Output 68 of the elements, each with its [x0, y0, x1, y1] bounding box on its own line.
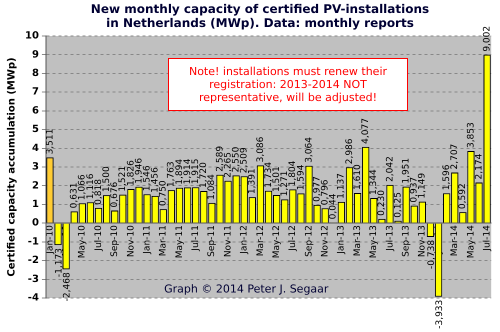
x-tick-label: Mar-14	[450, 224, 460, 256]
data-label: 1,596	[442, 164, 452, 190]
data-label: 2,986	[344, 138, 355, 164]
data-label: 1,149	[418, 172, 428, 199]
data-label: 1,594	[296, 164, 306, 190]
data-label: -0,738	[426, 240, 437, 269]
y-tick-label: 2	[32, 180, 39, 192]
x-tick-label: May-10	[78, 224, 88, 258]
x-tick-label: Jul-13	[385, 225, 396, 252]
x-tick-label: Sep-12	[304, 225, 314, 257]
y-tick-label: -1	[28, 236, 39, 248]
x-tick-label: May-11	[174, 225, 185, 258]
x-tick-label: Sep-13	[402, 225, 412, 257]
y-tick-label: 7	[32, 86, 39, 98]
y-tick-label: -3	[28, 274, 39, 285]
x-tick-label: Jan-12	[240, 225, 250, 255]
x-tick-label: Nov-11	[223, 225, 234, 258]
x-tick-label: May-13	[369, 225, 380, 258]
y-tick-label: 3	[32, 162, 39, 173]
data-label: 0,125	[393, 192, 404, 218]
data-label: 3,064	[304, 136, 314, 163]
chart-title: New monthly capacity of certified PV-installations in Netherlands (MWp). Data: monthly reports	[90, 2, 430, 30]
x-tick-label: Mar-11	[158, 225, 169, 256]
x-tick-label: Jul-12	[288, 225, 298, 252]
data-label: 9,002	[482, 26, 492, 52]
data-label: 1,084	[207, 174, 218, 200]
x-tick-label: Mar-12	[256, 225, 266, 256]
data-label: 3,086	[256, 136, 266, 162]
y-tick-label: 6	[32, 105, 39, 116]
x-tick-label: Mar-13	[352, 225, 363, 256]
y-tick-label: 8	[32, 68, 39, 80]
x-tick-label: May-12	[272, 225, 282, 258]
y-tick-label: 5	[32, 124, 39, 136]
x-tick-label: Nov-10	[126, 224, 136, 258]
data-label: 1,137	[336, 173, 347, 199]
x-tick-label: Jul-11	[191, 225, 202, 252]
y-tick-label: 0	[32, 218, 39, 229]
annotation: Graph © 2014 Peter J. Segaar	[164, 282, 329, 296]
x-tick-label: Nov-13	[418, 225, 428, 258]
note-box: Note! installations must renew their registration: 2013-2014 NOT representative, will be adjusted!	[168, 58, 408, 111]
y-tick-label: 4	[32, 142, 39, 154]
data-label: 2,174	[474, 153, 484, 180]
data-label: 0,592	[458, 183, 468, 210]
y-tick-label: -4	[28, 292, 39, 304]
data-label: 1,610	[352, 164, 363, 190]
data-label: 3,511	[45, 128, 56, 154]
data-label: -2,468	[62, 272, 72, 302]
x-tick-label: May-14	[466, 224, 476, 258]
x-tick-label: Sep-11	[207, 225, 218, 257]
y-tick-label: 10	[24, 30, 39, 42]
y-tick-label: 1	[32, 199, 39, 210]
x-tick-label: Jul-14	[482, 224, 492, 252]
data-label: 3,853	[466, 122, 476, 148]
data-label: 1,391	[248, 168, 258, 194]
data-label: 2,042	[385, 156, 396, 182]
x-tick-label: Jan-11	[142, 225, 152, 255]
data-label: 0,230	[377, 190, 388, 216]
y-tick-label: -2	[28, 255, 39, 266]
y-tick-label: 9	[32, 49, 39, 60]
x-tick-label: Jul-10	[94, 224, 104, 252]
y-axis-title: Certified capacity accumulation (MWp)	[6, 57, 18, 277]
x-tick-label: Nov-12	[320, 225, 331, 258]
data-label: -3,933	[434, 300, 445, 329]
data-label: 2,707	[450, 144, 460, 170]
x-tick-label: Jan-13	[336, 225, 347, 255]
data-label: 4,077	[361, 118, 372, 144]
data-label: 0,818	[94, 178, 104, 205]
x-tick-label: Sep-10	[110, 224, 120, 257]
